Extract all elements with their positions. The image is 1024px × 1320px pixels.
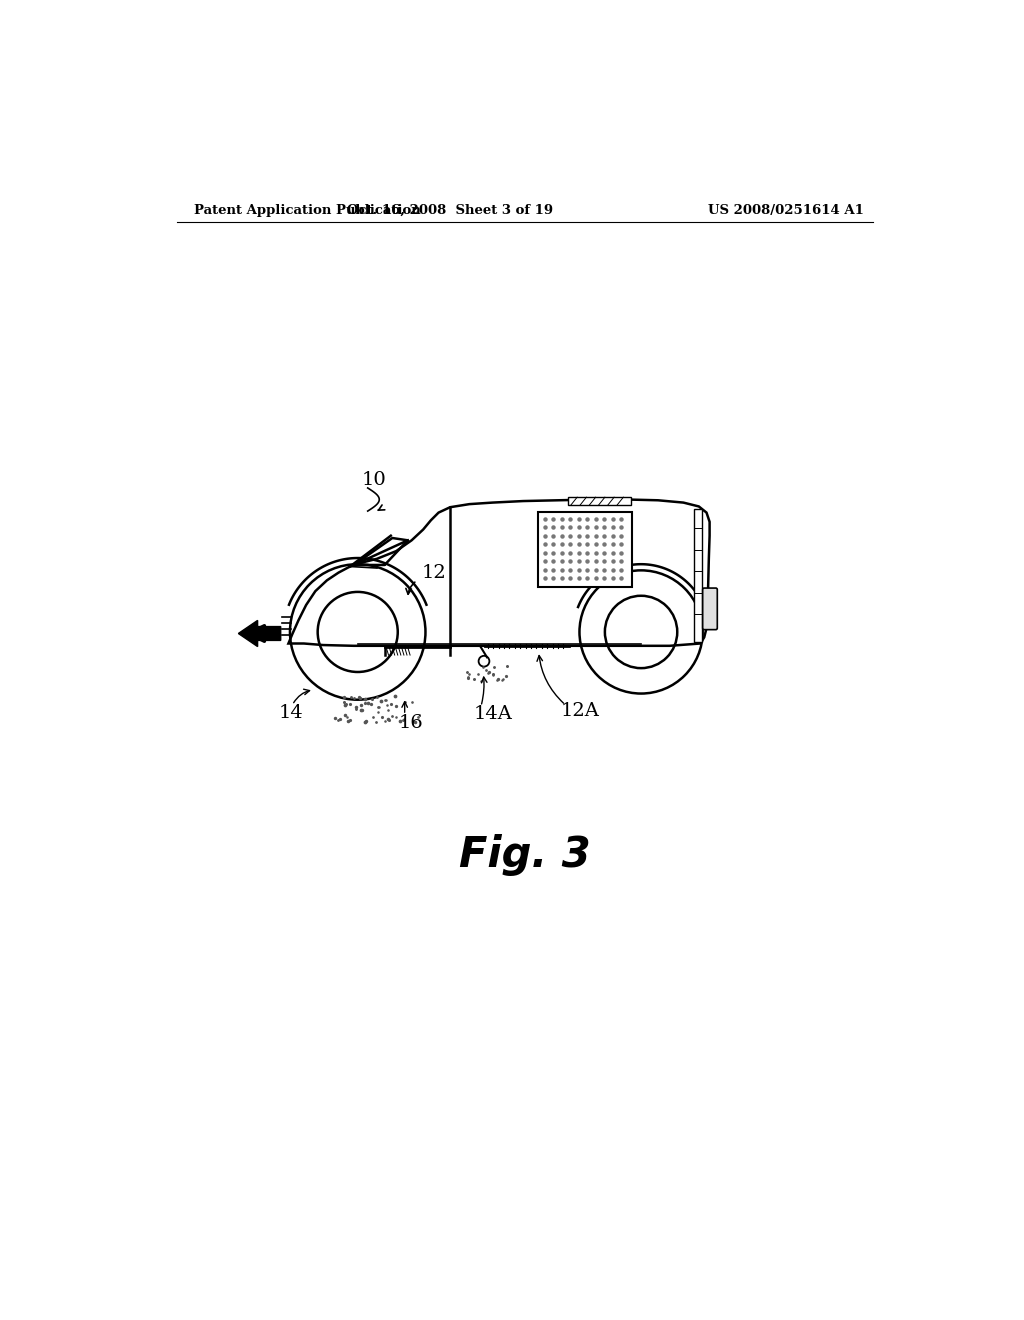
Polygon shape [289, 499, 710, 645]
Text: 12A: 12A [560, 702, 599, 721]
Text: US 2008/0251614 A1: US 2008/0251614 A1 [708, 205, 864, 218]
Text: 10: 10 [361, 471, 386, 490]
Text: Patent Application Publication: Patent Application Publication [194, 205, 421, 218]
FancyArrow shape [239, 620, 281, 647]
Text: Oct. 16, 2008  Sheet 3 of 19: Oct. 16, 2008 Sheet 3 of 19 [347, 205, 553, 218]
Text: 14A: 14A [473, 705, 512, 723]
FancyBboxPatch shape [538, 512, 632, 586]
Text: 12: 12 [422, 564, 446, 582]
FancyBboxPatch shape [702, 589, 717, 630]
Bar [694, 508, 701, 642]
Text: 14: 14 [279, 704, 303, 722]
FancyBboxPatch shape [568, 498, 631, 506]
Text: Fig. 3: Fig. 3 [459, 834, 591, 876]
Text: 16: 16 [398, 714, 423, 731]
